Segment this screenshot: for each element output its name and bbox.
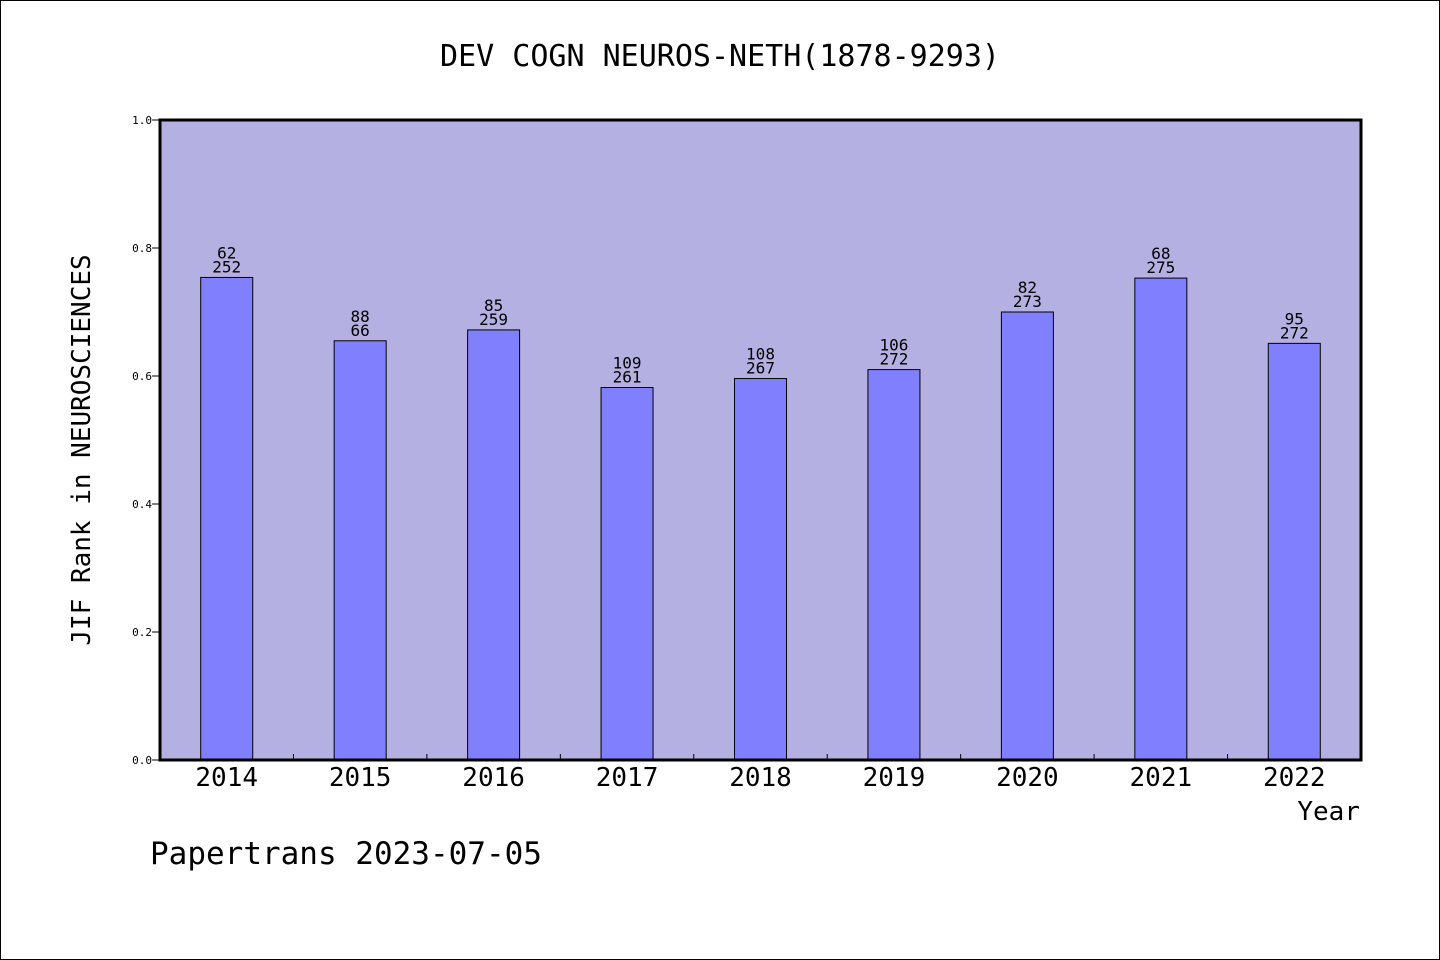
y-tick-label: 0.4 (132, 498, 152, 511)
x-tick-label: 2020 (996, 763, 1059, 793)
footer-credit: Papertrans 2023-07-05 (150, 836, 542, 872)
bar-2021 (1134, 277, 1188, 761)
y-tick-label: 0.0 (132, 754, 152, 767)
bar-2016 (467, 329, 521, 761)
x-tick-label: 2022 (1263, 763, 1326, 793)
x-tick-label: 2021 (1130, 763, 1193, 793)
bar-label-bottom: 267 (746, 359, 775, 378)
bar-label-top: 95 (1285, 309, 1304, 328)
bar-2014 (200, 276, 254, 761)
bar-label-top: 88 (351, 307, 370, 326)
x-tick-label: 2015 (329, 763, 392, 793)
bar-label-bottom: 273 (1013, 292, 1042, 311)
x-tick-label: 2017 (596, 763, 659, 793)
bar-label-top: 108 (746, 345, 775, 364)
bar-label-bottom: 272 (879, 350, 908, 369)
x-tick-label: 2014 (195, 763, 258, 793)
chart-title: DEV COGN NEUROS-NETH(1878-9293) (440, 39, 1000, 74)
bar-label-top: 62 (217, 243, 236, 262)
bar-label-top: 85 (484, 296, 503, 315)
x-axis-ticks: 2014 2015 2016 2017 2018 2019 2020 2021 2022 (195, 754, 1326, 793)
bar-2019 (867, 369, 921, 761)
x-tick-label: 2019 (863, 763, 926, 793)
y-tick-label: 0.6 (132, 370, 152, 383)
bar-label-bottom: 259 (479, 310, 508, 329)
bar-label-bottom: 261 (613, 368, 642, 387)
bar-labels-group: 6225288668525910926110826710627282273682… (212, 243, 1308, 386)
x-tick-label: 2018 (729, 763, 792, 793)
bar-label-top: 82 (1018, 278, 1037, 297)
y-tick-label: 0.2 (132, 626, 152, 639)
bar-2022 (1267, 342, 1321, 761)
x-axis-label: Year (1297, 797, 1360, 827)
x-tick-label: 2016 (462, 763, 525, 793)
bar-label-bottom: 66 (351, 321, 370, 340)
y-tick-label: 0.8 (132, 242, 152, 255)
bar-2018 (734, 378, 787, 761)
y-tick-label: 1.0 (132, 114, 152, 127)
plot-border (158, 118, 1363, 762)
bar-label-bottom: 252 (212, 257, 241, 276)
bar-label-top: 109 (613, 354, 642, 373)
bar-2017 (600, 387, 654, 761)
bar-label-bottom: 272 (1280, 323, 1309, 342)
bar-2020 (1000, 311, 1054, 761)
bar-label-bottom: 275 (1146, 258, 1175, 277)
bars-group (200, 276, 1321, 761)
y-axis-ticks: 0.0 0.2 0.4 0.6 0.8 1.0 (132, 114, 160, 767)
bar-label-top: 106 (879, 336, 908, 355)
bar-label-top: 68 (1151, 244, 1170, 263)
bar-2015 (333, 340, 387, 761)
y-axis-label: JIF Rank in NEUROSCIENCES (67, 254, 97, 645)
